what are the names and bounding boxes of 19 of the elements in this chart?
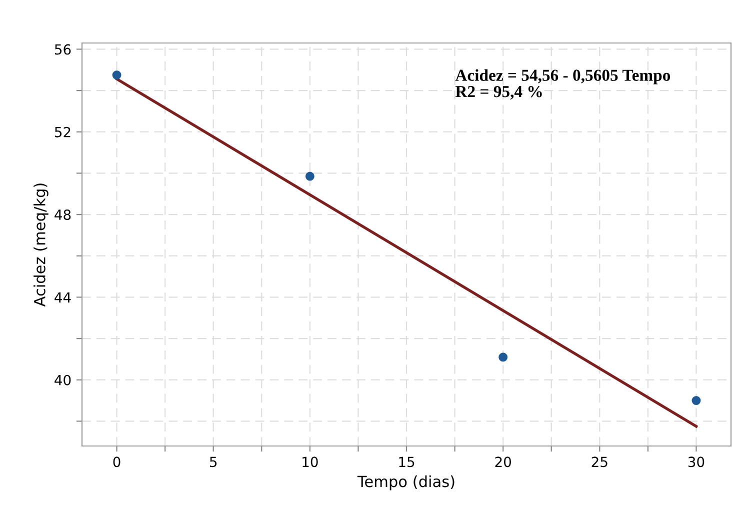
point [498,352,508,362]
x-tick-label: 10 [302,456,318,468]
y-axis-title: Acidez (meq/kg) [34,184,48,307]
x-tick-label: 0 [113,456,120,468]
y-tick-label: 56 [54,44,71,55]
x-tick-label: 25 [592,456,608,468]
point [112,70,122,80]
annotation: Acidez = 54,56 - 0,5605 Tempo R2 = 95,4 % [455,69,670,100]
x-axis-title: Tempo (dias) [357,475,454,490]
y-tick-label: 40 [54,374,71,386]
y-tick-label: 44 [54,292,71,302]
point [692,396,701,406]
y-tick-label: 52 [54,126,70,138]
point [305,172,314,181]
y-tick-label: 48 [54,210,71,220]
x-tick-label: 30 [688,456,704,468]
x-tick-label: 5 [210,456,217,468]
x-tick-label: 15 [399,456,414,468]
x-tick-label: 20 [495,456,511,468]
